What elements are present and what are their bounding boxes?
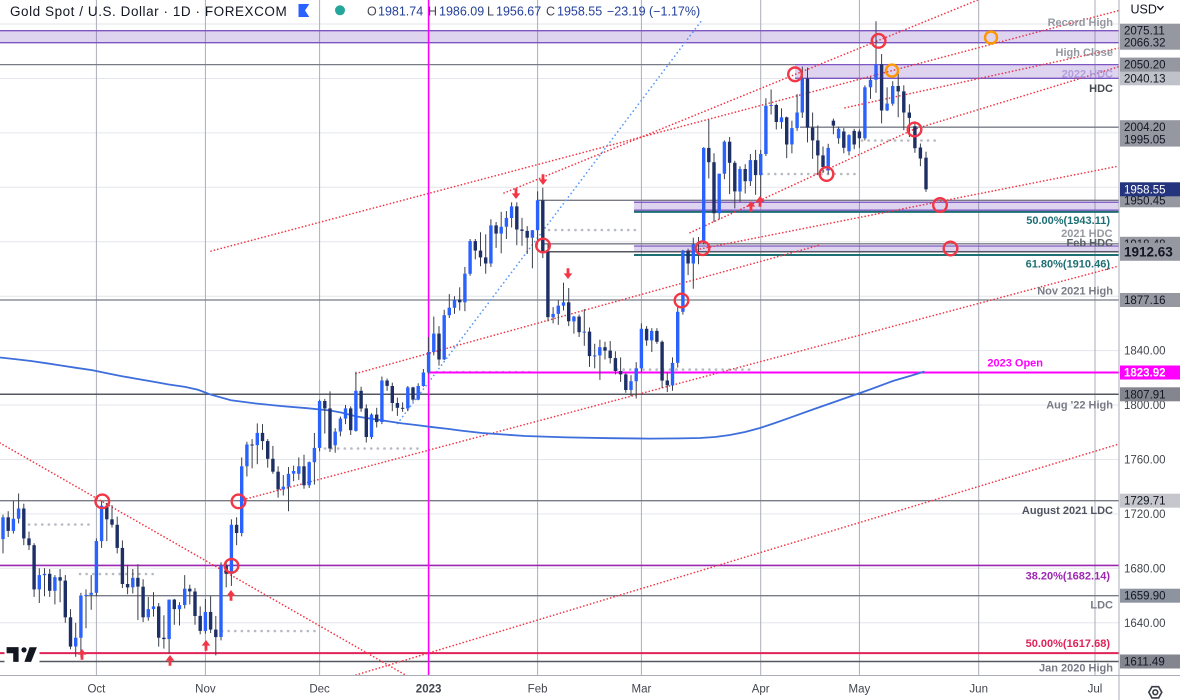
- svg-text:1760.00: 1760.00: [1124, 455, 1166, 467]
- svg-text:High Close: High Close: [1056, 47, 1113, 59]
- svg-text:Aug '22 High: Aug '22 High: [1046, 400, 1113, 412]
- svg-text:1986.09: 1986.09: [439, 5, 484, 19]
- svg-text:1823.92: 1823.92: [1124, 368, 1166, 380]
- svg-text:2023: 2023: [416, 684, 442, 696]
- svg-text:1720.00: 1720.00: [1124, 509, 1166, 521]
- svg-text:2066.32: 2066.32: [1124, 38, 1166, 50]
- svg-text:61.80%(1910.46): 61.80%(1910.46): [1026, 258, 1111, 270]
- svg-text:1877.16: 1877.16: [1124, 295, 1166, 307]
- svg-text:50.00%(1943.11): 50.00%(1943.11): [1026, 215, 1110, 227]
- svg-text:1981.74: 1981.74: [378, 5, 423, 19]
- svg-text:1729.71: 1729.71: [1124, 496, 1166, 508]
- svg-text:2040.13: 2040.13: [1124, 73, 1166, 85]
- svg-text:Apr: Apr: [752, 684, 770, 696]
- svg-text:2023 Open: 2023 Open: [987, 358, 1043, 370]
- svg-text:1659.90: 1659.90: [1124, 591, 1166, 603]
- svg-text:2004.20: 2004.20: [1124, 122, 1166, 134]
- svg-text:HDC: HDC: [1089, 83, 1113, 95]
- svg-text:Jun: Jun: [969, 684, 988, 696]
- svg-text:38.20%(1682.14): 38.20%(1682.14): [1026, 571, 1111, 583]
- svg-text:1958.55: 1958.55: [1124, 184, 1166, 196]
- svg-text:1995.05: 1995.05: [1124, 135, 1166, 147]
- svg-text:Jan 2020 High: Jan 2020 High: [1039, 663, 1113, 675]
- svg-text:Nov 2021 High: Nov 2021 High: [1037, 286, 1113, 298]
- svg-text:Oct: Oct: [87, 684, 106, 696]
- svg-text:1807.91: 1807.91: [1124, 389, 1166, 401]
- svg-text:2075.11: 2075.11: [1124, 26, 1165, 38]
- svg-text:Mar: Mar: [631, 684, 651, 696]
- svg-text:O: O: [367, 5, 377, 19]
- svg-text:Feb HDC: Feb HDC: [1067, 238, 1114, 250]
- svg-text:1912.63: 1912.63: [1124, 244, 1173, 259]
- svg-text:1956.67: 1956.67: [496, 5, 541, 19]
- svg-text:1611.49: 1611.49: [1124, 657, 1165, 669]
- svg-text:May: May: [849, 684, 871, 696]
- svg-text:Gold Spot / U.S. Dollar · 1D ·: Gold Spot / U.S. Dollar · 1D · FOREXCOM: [10, 4, 287, 19]
- svg-text:50.00%(1617.68): 50.00%(1617.68): [1026, 638, 1111, 650]
- svg-text:August 2021 LDC: August 2021 LDC: [1022, 505, 1113, 517]
- svg-text:2021 HDC: 2021 HDC: [1061, 228, 1112, 240]
- svg-text:L: L: [487, 5, 494, 19]
- svg-text:1640.00: 1640.00: [1124, 618, 1166, 630]
- svg-text:1840.00: 1840.00: [1124, 346, 1166, 358]
- svg-text:H: H: [428, 5, 437, 19]
- svg-text:Jul: Jul: [1088, 684, 1103, 696]
- svg-text:C: C: [546, 5, 555, 19]
- svg-text:LDC: LDC: [1090, 600, 1113, 612]
- svg-text:Record High: Record High: [1048, 17, 1114, 29]
- svg-text:2022 HDC: 2022 HDC: [1062, 69, 1113, 81]
- svg-text:2050.20: 2050.20: [1124, 60, 1166, 72]
- svg-text:1800.00: 1800.00: [1124, 400, 1166, 412]
- svg-text:USD: USD: [1131, 3, 1157, 17]
- svg-text:Nov: Nov: [195, 684, 216, 696]
- svg-text:1950.45: 1950.45: [1124, 195, 1166, 207]
- svg-text:Dec: Dec: [309, 684, 330, 696]
- svg-text:1680.00: 1680.00: [1124, 563, 1166, 575]
- svg-text:Feb: Feb: [528, 684, 548, 696]
- svg-text:−23.19 (−1.17%): −23.19 (−1.17%): [607, 5, 700, 19]
- svg-text:1958.55: 1958.55: [557, 5, 602, 19]
